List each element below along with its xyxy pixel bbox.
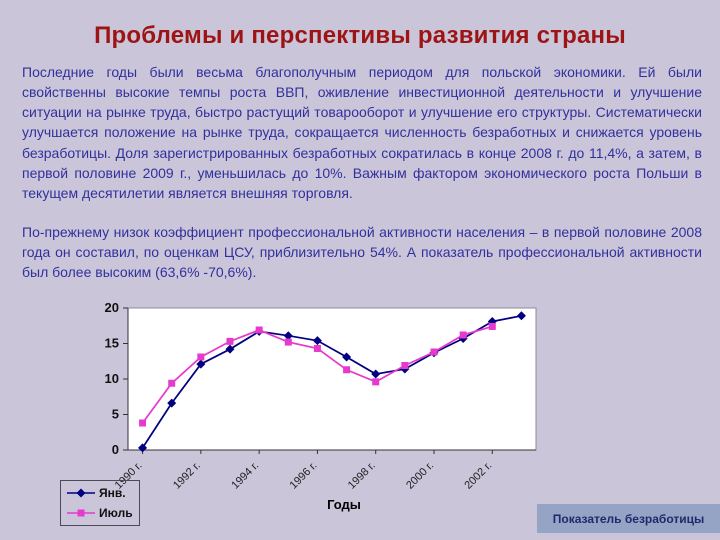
svg-text:1996 г.: 1996 г. — [288, 460, 320, 492]
x-axis-title: Годы — [327, 497, 361, 512]
svg-text:1992 г.: 1992 г. — [171, 460, 203, 492]
chart-caption-badge: Показатель безработицы — [537, 504, 720, 533]
legend-marker-square — [67, 509, 95, 517]
svg-text:1994 г.: 1994 г. — [229, 460, 261, 492]
svg-text:10: 10 — [105, 371, 119, 386]
legend-item: Янв. — [67, 486, 133, 500]
legend-label: Июль — [99, 506, 133, 520]
chart-legend: Янв. Июль — [60, 480, 140, 526]
legend-item: Июль — [67, 506, 133, 520]
slide-title: Проблемы и перспективы развития страны — [94, 22, 626, 49]
paragraph-activity: По-прежнему низок коэффициент профессион… — [22, 224, 702, 281]
svg-text:1998 г.: 1998 г. — [346, 460, 378, 492]
unemployment-chart: 0 5 10 15 20 1990 г. 1992 г. 1994 г. 1996 г. 1998… — [58, 300, 588, 538]
svg-text:20: 20 — [105, 300, 119, 315]
svg-text:2000 г.: 2000 г. — [404, 460, 436, 492]
legend-label: Янв. — [99, 486, 126, 500]
legend-marker-diamond — [67, 488, 95, 498]
svg-text:0: 0 — [112, 442, 119, 457]
svg-text:2002 г.: 2002 г. — [462, 460, 494, 492]
paragraph-economy: Последние годы были весьма благополучным… — [22, 64, 702, 201]
body-text-block: Последние годы были весьма благополучным… — [22, 62, 702, 283]
svg-text:5: 5 — [112, 407, 119, 422]
svg-text:15: 15 — [105, 336, 119, 351]
